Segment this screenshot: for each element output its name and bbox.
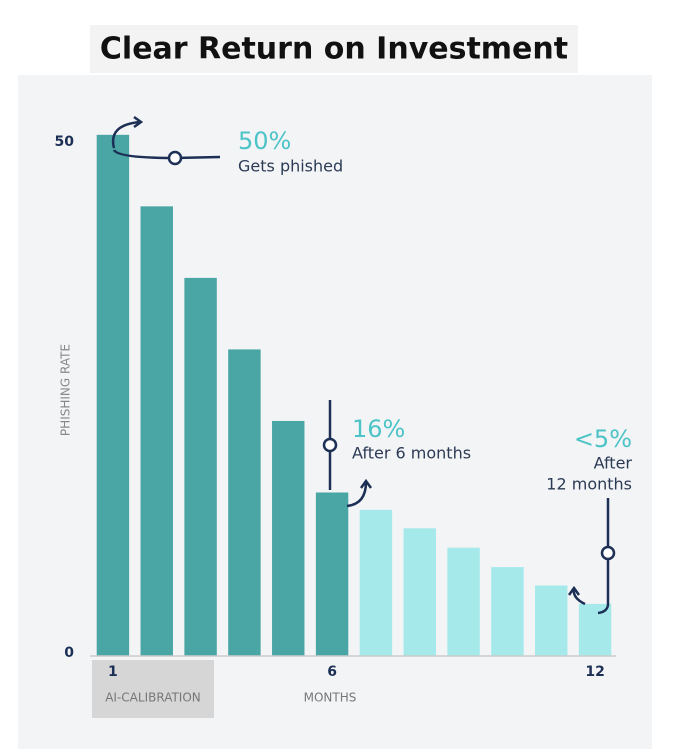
x-tick-label: 6 <box>327 664 337 680</box>
annotation-value: 16% <box>352 415 405 443</box>
y-tick-label: 50 <box>55 134 75 150</box>
bar <box>140 206 173 656</box>
annotation-text: After 6 months <box>352 444 471 463</box>
x-tick-label: 1 <box>108 664 118 680</box>
bar <box>403 528 436 656</box>
bar <box>578 603 612 656</box>
annotation-text: After <box>594 454 633 473</box>
phase-box <box>92 660 214 718</box>
x-tick-label: 12 <box>585 664 604 680</box>
x-axis-label: MONTHS <box>304 691 357 705</box>
annotation-text: 12 months <box>546 475 632 494</box>
connector-dot <box>167 150 183 166</box>
chart-title: Clear Return on Investment <box>100 32 568 67</box>
connector-dot <box>322 437 338 453</box>
connector-dot <box>600 545 616 561</box>
connector <box>597 498 610 615</box>
annotation-value: 50% <box>238 127 291 155</box>
bar <box>359 509 393 656</box>
bar <box>272 420 305 656</box>
bar <box>535 585 568 656</box>
annotation-value: <5% <box>574 425 632 453</box>
y-axis-label: PHISHING RATE <box>59 344 73 436</box>
phase-label: AI-CALIBRATION <box>105 691 201 705</box>
bar <box>315 492 349 656</box>
bar <box>447 547 480 656</box>
y-tick-label: 0 <box>64 645 74 661</box>
bar <box>184 277 217 656</box>
bar <box>96 134 130 657</box>
bar <box>228 349 261 656</box>
connector-arrow <box>567 585 586 606</box>
title-box <box>90 25 578 73</box>
bar <box>491 567 524 656</box>
plot <box>96 134 612 657</box>
annotation-text: Gets phished <box>238 157 343 176</box>
connector-arrow <box>346 478 373 508</box>
connector-arrow <box>111 115 144 149</box>
